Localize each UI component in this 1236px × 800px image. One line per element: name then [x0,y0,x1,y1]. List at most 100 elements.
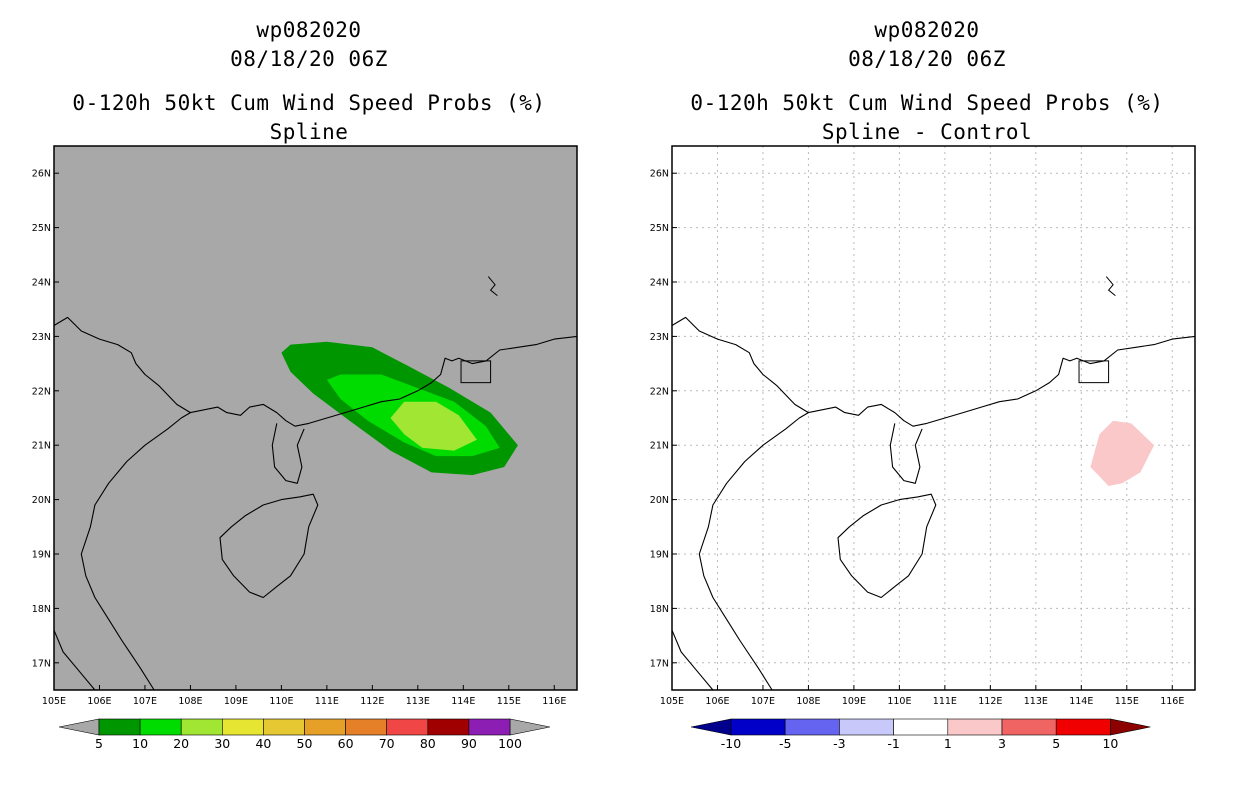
colorbar-label: 50 [297,736,313,751]
lat-tick-label: 26N [32,169,51,180]
map-background [672,146,1195,690]
colorbar-extend-low [690,718,732,736]
hainan-island [219,493,319,599]
vietnam-coast [698,412,809,691]
colorbar-label: 70 [379,736,395,751]
colorbar-extend-high [509,718,551,736]
lon-tick-label: 106E [87,696,111,707]
colorbar-segment [730,718,786,736]
lon-tick-label: 109E [842,696,866,707]
colorbar-label: 60 [338,736,354,751]
lat-tick-label: 22N [650,386,669,397]
colorbar-segment [784,718,840,736]
lon-tick-label: 115E [497,696,521,707]
lon-tick-label: 111E [315,696,339,707]
lon-tick-label: 112E [978,696,1002,707]
colorbar-label: 10 [132,736,148,751]
leizhou-peninsula [271,423,305,484]
lon-tick-label: 113E [406,696,430,707]
hong-kong-box [460,360,492,384]
lon-tick-label: 105E [660,696,684,707]
colorbar-segment [386,718,429,736]
lon-tick-label: 109E [224,696,248,707]
lat-tick-label: 25N [32,223,51,234]
lon-tick-label: 111E [933,696,957,707]
lon-tick-label: 116E [542,696,566,707]
datetime: 08/18/20 06Z [230,47,388,71]
colorbar-segment [893,718,949,736]
panel-spline: wp082020 08/18/20 06Z 0-120h 50kt Cum Wi… [32,18,578,751]
datetime: 08/18/20 06Z [848,47,1006,71]
map-frame [53,145,578,691]
chart-subtitle: Spline [269,120,349,144]
colorbar-segment [947,718,1003,736]
border-line [671,629,714,691]
lat-tick-label: 24N [32,278,51,289]
lat-tick-label: 17N [32,658,51,669]
contour-20 [390,401,477,451]
colorbar-label: 3 [998,736,1006,751]
colorbar-segment [839,718,894,736]
map-spline-control: 105E 106E 107E 108E 109E 110E 111E 112E 113E 114E… [650,145,1196,751]
lat-tick-label: 20N [32,495,51,506]
colorbar-segment [1055,718,1111,736]
lat-tick-label: 21N [32,441,51,452]
lon-tick-label: 105E [42,696,66,707]
lon-tick-label: 106E [705,696,729,707]
lat-tick-label: 19N [650,550,669,561]
colorbar-label: 90 [461,736,477,751]
colorbar-label: -1 [887,736,899,751]
lon-tick-label: 107E [133,696,157,707]
colorbar-segment [180,718,223,736]
chart-subtitle: Spline - Control [821,120,1033,144]
colorbar-segment [222,718,264,736]
map-spline: 105E 106E 107E 108E 109E 110E 111E 112E 113E 114E… [32,145,578,751]
lat-tick-label: 18N [650,604,669,615]
coastline [53,316,578,427]
panel-spline-control: wp082020 08/18/20 06Z 0-120h 50kt Cum Wi… [618,0,1236,800]
leizhou-peninsula [889,423,923,484]
lon-tick-label: 107E [751,696,775,707]
vietnam-coast [80,412,191,691]
lat-tick-label: 24N [650,278,669,289]
storm-id: wp082020 [874,18,980,42]
lon-tick-label: 110E [269,696,293,707]
lat-tick-label: 17N [650,658,669,669]
lon-tick-label: 114E [1069,696,1093,707]
colorbar-label: -3 [833,736,845,751]
chart-title: 0-120h 50kt Cum Wind Speed Probs (%) [690,91,1164,115]
lat-tick-label: 21N [650,441,669,452]
lat-tick-label: 22N [32,386,51,397]
storm-id: wp082020 [256,18,362,42]
colorbar-label: 40 [255,736,271,751]
hainan-island [837,493,937,599]
lon-tick-label: 110E [887,696,911,707]
lon-tick-label: 108E [178,696,202,707]
lat-tick-label: 26N [650,169,669,180]
colorbar-label: -5 [779,736,791,751]
hong-kong-box [1078,360,1110,384]
colorbar-extend-high [1110,718,1151,736]
lon-tick-label: 116E [1160,696,1184,707]
colorbar-label: -10 [721,736,741,751]
island [487,276,498,296]
lat-tick-label: 25N [650,223,669,234]
colorbar-label: 80 [420,736,436,751]
contour-1 [1090,420,1155,486]
colorbar-segment [139,718,182,736]
border-line [53,629,96,691]
lat-tick-label: 19N [32,550,51,561]
colorbar-label: 5 [95,736,103,751]
lon-tick-label: 108E [796,696,820,707]
colorbar-label: 5 [1052,736,1060,751]
colorbar-label: 100 [498,736,522,751]
colorbar-label: 1 [944,736,952,751]
chart-title: 0-120h 50kt Cum Wind Speed Probs (%) [72,91,546,115]
island [1105,276,1116,296]
colorbar-segment [427,718,470,736]
colorbar-segment [304,718,346,736]
colorbar-segment [345,718,388,736]
lon-tick-label: 114E [451,696,475,707]
lon-tick-label: 112E [360,696,384,707]
colorbar-label: 10 [1102,736,1118,751]
